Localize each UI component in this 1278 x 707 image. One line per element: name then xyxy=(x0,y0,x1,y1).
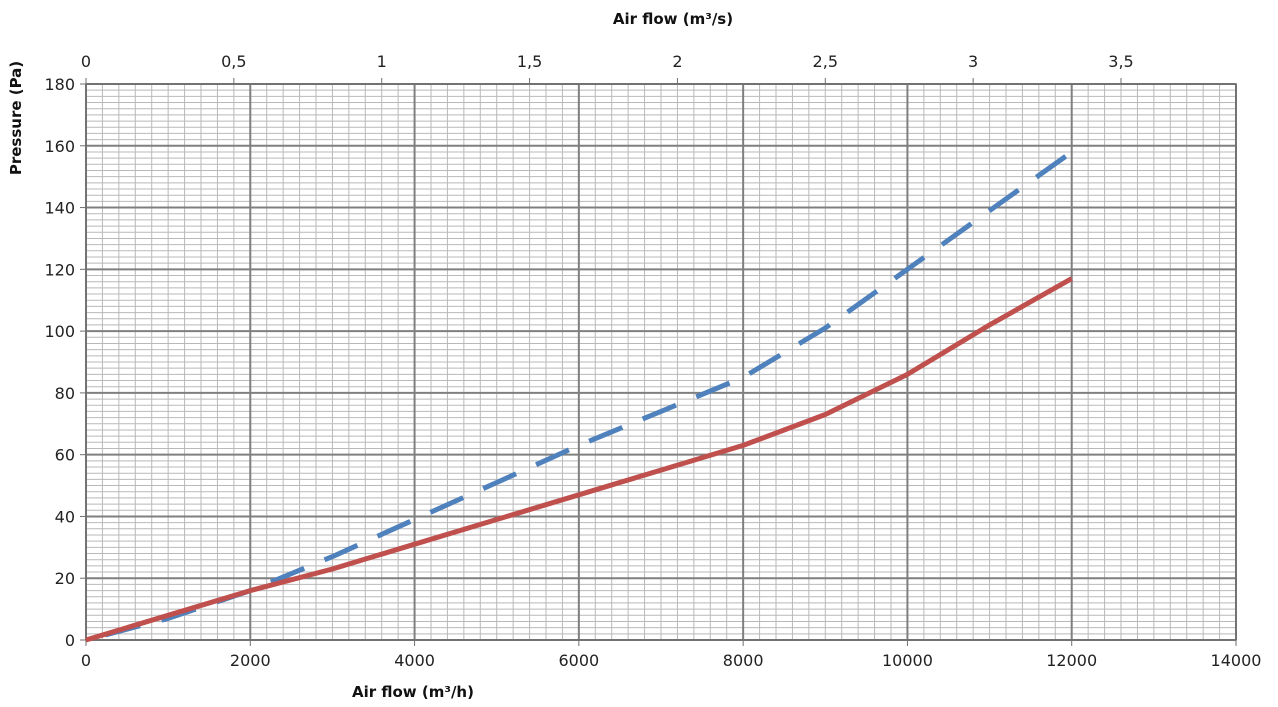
x-axis-title: Air flow (m³/h) xyxy=(352,683,474,701)
y-tick-label: 40 xyxy=(55,507,75,526)
x2-tick-label: 2 xyxy=(672,52,682,71)
x-tick-label: 4000 xyxy=(394,651,435,670)
x-tick-label: 0 xyxy=(81,651,91,670)
y-tick-label: 80 xyxy=(55,384,75,403)
plot-frame xyxy=(80,78,1237,646)
x2-tick-labels: 0 0,5 1 1,5 2 2,5 3 3,5 xyxy=(81,52,1134,71)
x2-tick-label: 1,5 xyxy=(517,52,542,71)
series-line-2 xyxy=(85,276,1073,643)
x-tick-label: 2000 xyxy=(230,651,271,670)
y-axis-title: Pressure (Pa) xyxy=(7,61,25,175)
plot-border xyxy=(85,83,1237,641)
x-tick-label: 12000 xyxy=(1046,651,1097,670)
y-tick-labels: 0 20 40 60 80 100 120 140 160 180 xyxy=(44,75,75,650)
x2-tick-label: 0,5 xyxy=(221,52,246,71)
x-tick-label: 6000 xyxy=(558,651,599,670)
y-tick-label: 60 xyxy=(55,446,75,465)
minor-gridlines xyxy=(85,83,1237,641)
x2-tick-label: 3,5 xyxy=(1108,52,1133,71)
x-tick-label: 14000 xyxy=(1211,651,1262,670)
x-tick-labels: 0 2000 4000 6000 8000 10000 12000 14000 xyxy=(81,651,1262,670)
y-tick-label: 180 xyxy=(44,75,75,94)
x2-tick-label: 0 xyxy=(81,52,91,71)
x2-axis-title: Air flow (m³/s) xyxy=(613,10,733,28)
x-tick-label: 8000 xyxy=(723,651,764,670)
series-layer xyxy=(85,149,1074,643)
y-tick-label: 140 xyxy=(44,199,75,218)
x-tick-label: 10000 xyxy=(882,651,933,670)
x2-tick-label: 3 xyxy=(968,52,978,71)
y-tick-label: 120 xyxy=(44,260,75,279)
y-tick-label: 100 xyxy=(44,322,75,341)
y-tick-label: 160 xyxy=(44,137,75,156)
y-tick-label: 20 xyxy=(55,569,75,588)
y-tick-label: 0 xyxy=(65,631,75,650)
x2-tick-label: 1 xyxy=(377,52,387,71)
x2-tick-label: 2,5 xyxy=(813,52,838,71)
